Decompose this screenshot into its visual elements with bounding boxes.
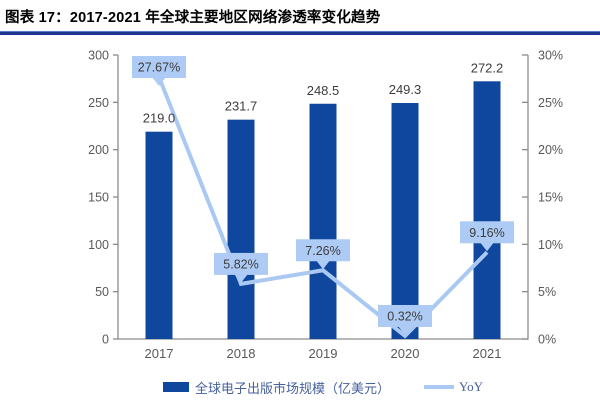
callout-box [460,221,514,244]
legend-bar-swatch-icon [163,382,189,392]
left-axis-tick-label: 300 [88,49,109,63]
bar-value-label: 249.3 [389,82,422,97]
right-axis-tick-label: 30% [538,49,563,63]
left-axis-tick-label: 200 [88,143,109,157]
legend-bar-label: 全球电子出版市场规模（亿美元） [195,380,391,396]
left-axis-tick-label: 250 [88,96,109,110]
x-axis-label: 2018 [227,346,256,361]
callout-box [378,304,432,327]
x-axis-label: 2017 [145,346,174,361]
legend-line-swatch-icon [424,385,455,389]
chart-title: 图表 17：2017-2021 年全球主要地区网络渗透率变化趋势 [5,10,381,26]
left-axis-tick-label: 100 [88,238,109,252]
callout-label: 5.82% [223,257,258,271]
bar [227,119,255,339]
bar-value-label: 272.2 [471,60,504,75]
callout-tail [480,242,494,252]
bar [309,103,337,340]
callout-tail [234,273,248,283]
left-axis-tick-label: 50 [95,285,109,299]
callout-label: 7.26% [305,244,340,258]
right-axis-tick-label: 5% [538,285,556,299]
right-axis-tick-label: 25% [538,96,563,110]
callout-tail [152,77,166,86]
left-axis-tick-label: 150 [88,191,109,205]
bar-value-label: 219.0 [143,111,176,126]
bar [473,81,501,340]
right-axis-tick-label: 15% [538,191,563,205]
callout-label: 9.16% [469,226,504,240]
chart-legend: 全球电子出版市场规模（亿美元） YoY [118,378,528,396]
bar-value-label: 231.7 [225,99,258,114]
legend-line-label: YoY [459,379,483,394]
x-axis-label: 2021 [473,346,502,361]
right-axis-tick-label: 0% [538,333,556,347]
callout-label: 27.67% [138,61,180,75]
bar [145,131,173,339]
right-axis-tick-label: 10% [538,238,563,252]
x-axis-label: 2020 [391,346,420,361]
callout-tail [316,260,330,270]
title-underline [0,31,600,35]
bar-value-label: 248.5 [307,83,340,98]
yoy-line [157,76,489,339]
callout-box [296,239,350,262]
bar [391,102,419,339]
callout-tail [398,325,412,335]
callout-box [214,252,268,275]
left-axis-tick-label: 0 [102,333,109,347]
right-axis-tick-label: 20% [538,143,563,157]
callout-label: 0.32% [387,309,422,323]
x-axis-label: 2019 [309,346,338,361]
callout-box [132,56,186,78]
